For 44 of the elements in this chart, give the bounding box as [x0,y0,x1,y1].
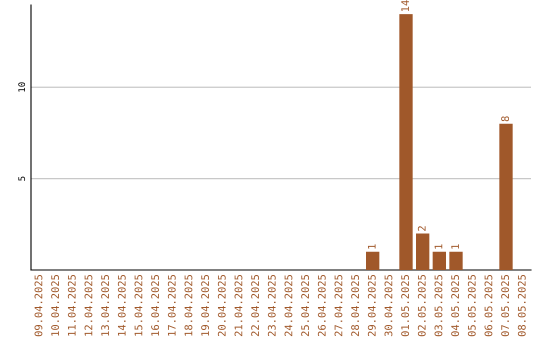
x-tick-label: 05.05.2025 [468,275,476,336]
x-tick-label: 19.04.2025 [201,275,210,336]
data-label: 1 [434,244,442,249]
data-label: 1 [451,244,459,249]
x-tick-label: 29.04.2025 [368,275,376,336]
x-tick-label: 14.04.2025 [118,275,126,336]
x-tick-label: 15.04.2025 [134,275,142,336]
y-tick-label: 10 [18,82,26,92]
x-tick-label: 04.05.2025 [451,275,460,336]
x-tick-label: 02.05.2025 [418,275,426,336]
bar [416,233,430,270]
x-tick-label: 21.04.2025 [234,275,242,336]
bar [432,252,446,270]
data-label: 14 [401,0,409,12]
x-tick-label: 17.04.2025 [168,275,176,336]
x-tick-label: 27.04.2025 [334,275,342,336]
x-tick-label: 03.05.2025 [434,275,442,336]
x-tick-label: 06.05.2025 [484,275,492,336]
x-tick-label: 23.04.2025 [268,275,276,336]
x-tick-label: 22.04.2025 [251,275,260,336]
x-tick-label: 11.04.2025 [68,275,76,336]
x-tick-label: 07.05.2025 [501,275,510,336]
x-tick-label: 20.04.2025 [218,275,226,336]
data-label: 2 [418,226,426,231]
x-tick-label: 12.04.2025 [84,275,92,336]
x-tick-label: 30.04.2025 [384,275,392,336]
x-tick-label: 10.04.2025 [51,275,60,336]
data-label: 1 [368,244,376,249]
x-tick-label: 16.04.2025 [151,275,160,336]
x-tick-label: 18.04.2025 [184,275,192,336]
bar [449,252,463,270]
x-tick-label: 28.04.2025 [351,275,360,336]
x-tick-label: 25.04.2025 [301,275,310,336]
x-tick-label: 13.04.2025 [101,275,110,336]
x-tick-label: 26.04.2025 [318,275,326,336]
x-tick-label: 08.05.2025 [518,275,526,336]
x-tick-label: 09.04.2025 [34,275,42,336]
x-tick-label: 01.05.2025 [401,275,410,336]
y-tick-label: 5 [18,176,26,181]
bar [366,252,380,270]
data-label: 8 [501,116,510,122]
bar [499,124,513,270]
bar [399,14,413,270]
x-tick-label: 24.04.2025 [284,275,292,336]
